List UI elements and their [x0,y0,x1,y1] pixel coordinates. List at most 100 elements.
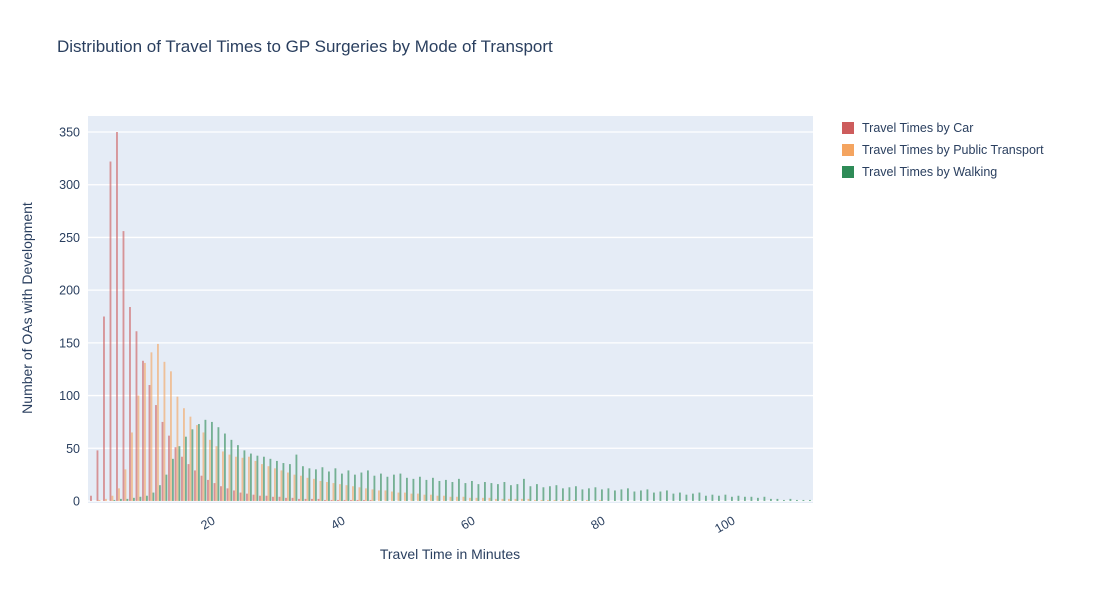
histogram-bar-walking[interactable] [392,474,395,501]
histogram-bar-walking[interactable] [217,427,220,501]
histogram-bar-walking[interactable] [756,497,759,501]
histogram-bar-walking[interactable] [587,488,590,501]
histogram-bar-walking[interactable] [418,476,421,501]
histogram-bar-walking[interactable] [750,496,753,501]
histogram-bar-public-transport[interactable] [306,477,309,501]
histogram-bar-public-transport[interactable] [209,439,211,501]
histogram-bar-public-transport[interactable] [508,498,510,501]
histogram-bar-walking[interactable] [314,469,317,501]
histogram-bar-public-transport[interactable] [280,470,283,501]
histogram-bar-car[interactable] [317,498,320,501]
histogram-bar-walking[interactable] [158,485,161,501]
histogram-bar-car[interactable] [96,450,99,501]
histogram-bar-walking[interactable] [711,494,714,501]
histogram-bar-walking[interactable] [730,496,733,501]
histogram-bar-public-transport[interactable] [469,497,471,501]
histogram-bar-car[interactable] [337,499,339,501]
histogram-bar-public-transport[interactable] [144,362,146,501]
histogram-bar-car[interactable] [343,499,346,501]
histogram-bar-public-transport[interactable] [111,495,114,501]
histogram-bar-public-transport[interactable] [404,492,406,501]
histogram-bar-public-transport[interactable] [358,487,361,501]
histogram-bar-public-transport[interactable] [599,499,601,501]
histogram-bar-public-transport[interactable] [527,498,530,501]
histogram-bar-walking[interactable] [561,488,564,501]
histogram-bar-walking[interactable] [678,492,681,501]
histogram-bar-public-transport[interactable] [170,371,172,501]
histogram-bar-car[interactable] [324,499,326,501]
histogram-bar-walking[interactable] [717,495,720,501]
histogram-bar-car[interactable] [116,132,118,501]
histogram-bar-public-transport[interactable] [176,396,179,501]
histogram-bar-walking[interactable] [236,445,239,501]
histogram-bar-public-transport[interactable] [417,493,419,501]
histogram-bar-walking[interactable] [789,498,792,501]
histogram-bar-public-transport[interactable] [365,488,367,501]
histogram-bar-public-transport[interactable] [423,494,426,501]
histogram-bar-walking[interactable] [743,496,746,501]
histogram-bar-walking[interactable] [431,477,434,501]
histogram-bar-public-transport[interactable] [488,497,491,501]
histogram-bar-walking[interactable] [425,479,428,501]
histogram-bar-car[interactable] [239,492,242,501]
histogram-bar-public-transport[interactable] [443,495,445,501]
histogram-bar-car[interactable] [181,456,183,501]
histogram-bar-walking[interactable] [652,492,655,501]
histogram-bar-car[interactable] [363,499,365,501]
histogram-bar-public-transport[interactable] [222,451,224,501]
histogram-bar-walking[interactable] [574,486,577,501]
histogram-bar-walking[interactable] [282,463,285,501]
histogram-bar-walking[interactable] [366,470,369,501]
histogram-bar-walking[interactable] [223,433,226,501]
histogram-bar-walking[interactable] [113,499,116,501]
legend-item-walking[interactable]: Travel Times by Walking [842,161,1044,183]
histogram-bar-public-transport[interactable] [397,492,400,501]
histogram-bar-walking[interactable] [165,474,168,501]
histogram-bar-public-transport[interactable] [436,495,439,501]
histogram-bar-public-transport[interactable] [131,432,133,501]
histogram-bar-walking[interactable] [191,429,194,501]
histogram-bar-walking[interactable] [243,450,246,501]
histogram-bar-walking[interactable] [782,499,785,501]
histogram-bar-public-transport[interactable] [137,395,140,501]
histogram-bar-public-transport[interactable] [215,446,218,501]
histogram-bar-walking[interactable] [503,482,506,501]
histogram-bar-walking[interactable] [594,487,597,501]
histogram-bar-public-transport[interactable] [332,483,335,501]
histogram-bar-car[interactable] [304,498,307,501]
histogram-bar-public-transport[interactable] [118,488,120,501]
histogram-bar-public-transport[interactable] [157,343,159,501]
histogram-bar-walking[interactable] [483,482,486,501]
histogram-bar-car[interactable] [161,421,164,501]
histogram-bar-public-transport[interactable] [254,460,257,501]
histogram-bar-walking[interactable] [119,498,122,501]
histogram-bar-public-transport[interactable] [313,478,315,501]
histogram-bar-public-transport[interactable] [514,498,517,501]
histogram-bar-car[interactable] [350,499,352,501]
histogram-bar-car[interactable] [213,483,216,501]
histogram-bar-walking[interactable] [470,480,473,501]
histogram-bar-public-transport[interactable] [287,472,289,501]
histogram-bar-car[interactable] [129,307,131,501]
histogram-bar-public-transport[interactable] [566,499,569,501]
histogram-bar-public-transport[interactable] [293,474,296,501]
histogram-bar-car[interactable] [298,498,300,501]
histogram-bar-walking[interactable] [184,436,187,501]
histogram-bar-public-transport[interactable] [202,432,205,501]
histogram-bar-walking[interactable] [347,470,350,501]
histogram-bar-public-transport[interactable] [560,499,562,501]
histogram-bar-public-transport[interactable] [462,496,465,501]
histogram-bar-car[interactable] [174,447,177,501]
histogram-bar-car[interactable] [252,494,255,501]
histogram-bar-public-transport[interactable] [189,416,192,501]
histogram-bar-car[interactable] [207,479,209,501]
histogram-bar-public-transport[interactable] [378,490,380,501]
histogram-bar-car[interactable] [135,331,138,501]
histogram-bar-car[interactable] [330,499,333,501]
histogram-bar-car[interactable] [291,497,294,501]
histogram-bar-public-transport[interactable] [261,464,263,501]
histogram-bar-walking[interactable] [613,490,616,501]
histogram-bar-public-transport[interactable] [475,497,478,501]
histogram-bar-walking[interactable] [763,496,766,501]
histogram-bar-walking[interactable] [795,499,798,501]
